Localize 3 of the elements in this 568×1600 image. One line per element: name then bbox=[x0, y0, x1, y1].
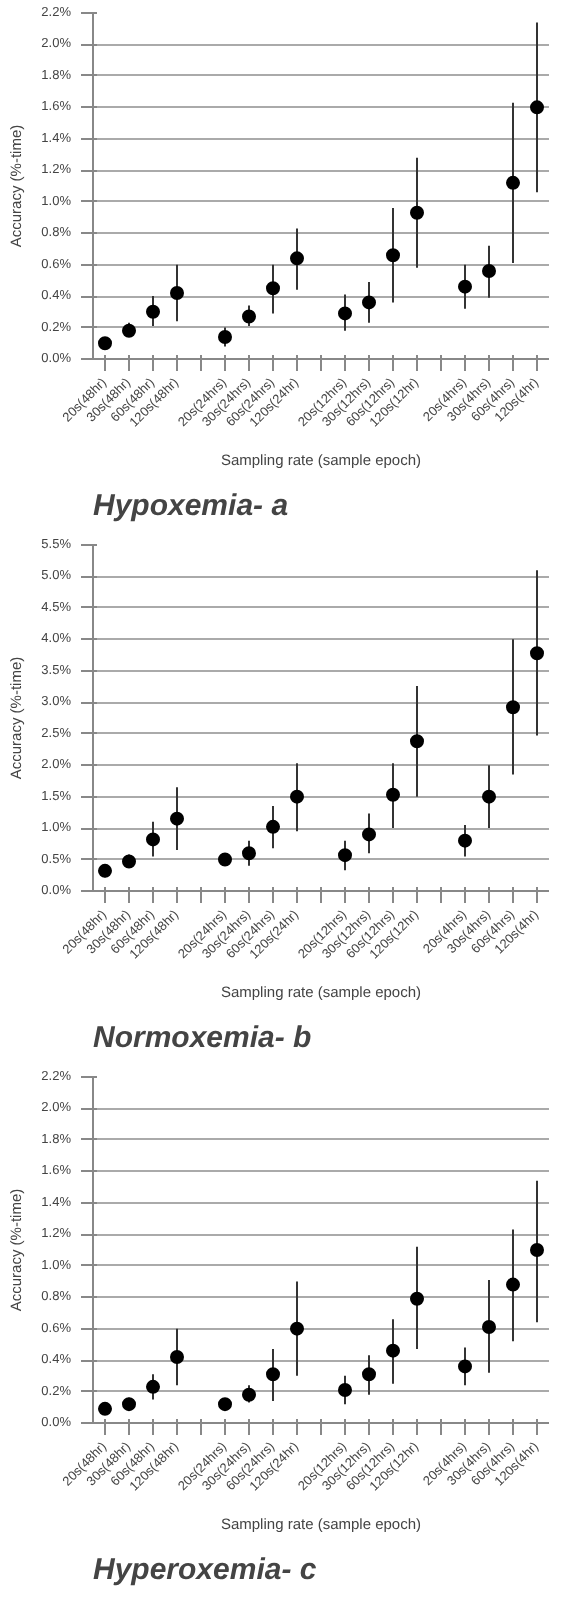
text: Normoxemia- b bbox=[93, 1021, 312, 1055]
text: Hyperoxemia- c bbox=[93, 1553, 318, 1587]
text: Hypoxemia- a bbox=[93, 489, 289, 523]
